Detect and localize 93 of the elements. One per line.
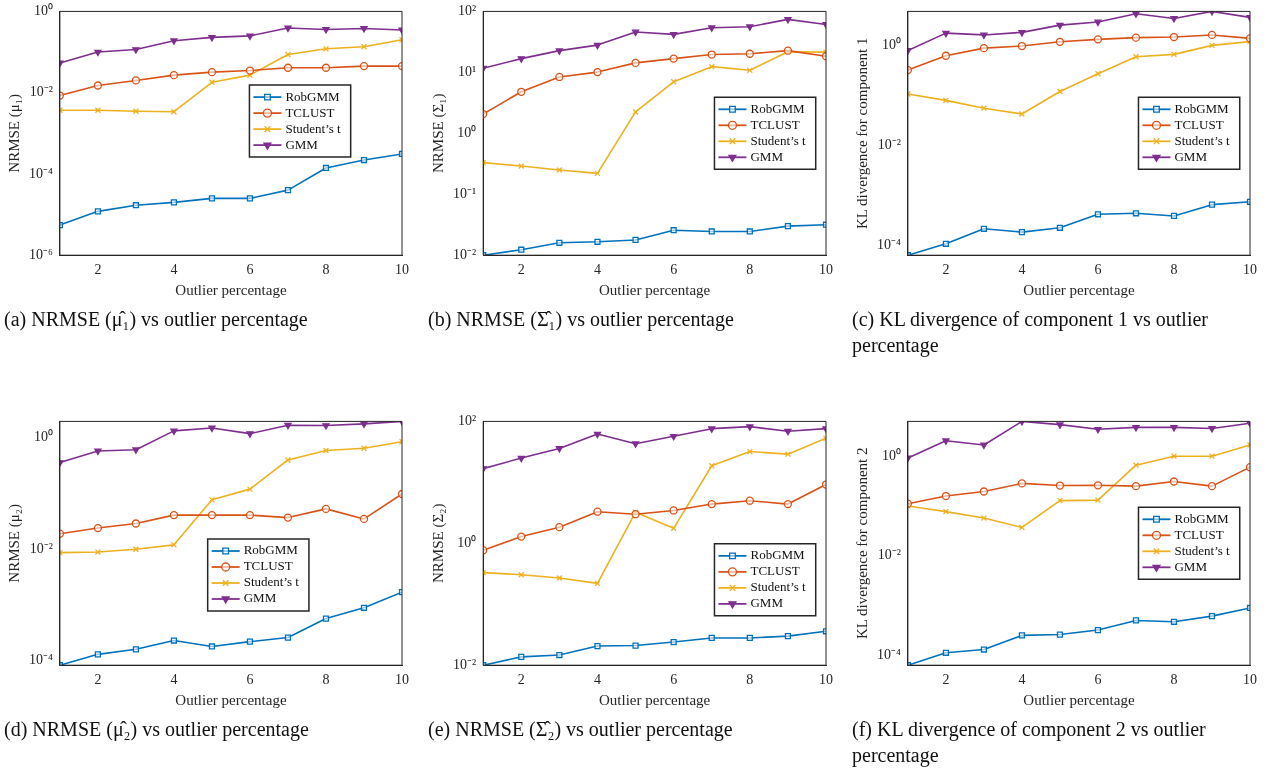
legend-label: TCLUST: [1174, 116, 1224, 132]
y-tick-label: 10⁰: [457, 124, 477, 140]
x-tick-label: 4: [170, 262, 178, 278]
y-tick-label: 10⁻⁴: [28, 165, 53, 181]
y-tick-label: 10⁰: [881, 37, 901, 53]
y-tick-label: 10⁰: [33, 429, 53, 445]
y-tick-label: 10⁰: [33, 3, 53, 19]
legend-label: TCLUST: [750, 563, 800, 579]
y-axis-title: NRMSE (Σ₂): [429, 503, 447, 583]
y-tick-label: 10⁻²: [452, 656, 477, 672]
y-axis-title: NRMSE (μ₁): [5, 93, 23, 173]
legend-label: RobGMM: [1174, 510, 1230, 526]
x-tick-label: 2: [942, 672, 950, 688]
x-tick-label: 6: [670, 672, 678, 688]
y-tick-label: 10⁻⁴: [28, 652, 53, 668]
x-tick-label: 10: [395, 672, 409, 688]
x-tick-label: 6: [670, 262, 678, 278]
legend-label: RobGMM: [1174, 100, 1230, 116]
y-tick-label: 10⁻²: [452, 246, 477, 262]
x-tick-label: 6: [246, 672, 254, 688]
legend-label: RobGMM: [750, 547, 806, 563]
x-tick-label: 2: [517, 672, 525, 688]
x-tick-label: 10: [819, 262, 833, 278]
x-axis-title: Outlier percentage: [1023, 691, 1135, 708]
x-tick-label: 8: [746, 262, 754, 278]
legend-label: GMM: [243, 590, 277, 606]
legend-label: GMM: [750, 148, 784, 164]
legend-label: Student’s t: [1174, 542, 1231, 558]
y-tick-label: 10²: [457, 413, 477, 429]
x-tick-label: 8: [1170, 672, 1178, 688]
x-tick-label: 6: [246, 262, 254, 278]
x-tick-label: 8: [322, 672, 330, 688]
x-axis-title: Outlier percentage: [599, 691, 711, 708]
x-tick-label: 4: [170, 672, 178, 688]
x-tick-label: 10: [395, 262, 409, 278]
legend-label: RobGMM: [285, 88, 341, 104]
x-tick-label: 10: [1243, 262, 1257, 278]
y-tick-label: 10⁰: [457, 534, 477, 550]
y-tick-label: 10⁻⁴: [876, 646, 901, 662]
x-axis-title: Outlier percentage: [175, 281, 287, 298]
legend-label: TCLUST: [285, 104, 335, 120]
legend-label: Student’s t: [750, 579, 807, 595]
y-tick-label: 10⁻⁶: [28, 246, 53, 262]
x-tick-label: 4: [593, 672, 601, 688]
x-tick-label: 8: [746, 672, 754, 688]
x-tick-label: 2: [517, 262, 525, 278]
legend-label: TCLUST: [1174, 526, 1224, 542]
y-axis-title: KL divergence for component 1: [853, 37, 870, 230]
x-tick-label: 10: [1243, 672, 1257, 688]
x-tick-label: 4: [593, 262, 601, 278]
x-axis-title: Outlier percentage: [1023, 281, 1135, 298]
x-tick-label: 10: [819, 672, 833, 688]
text: (c) KL divergence of component 1 vs outlier percentage: [851, 307, 1209, 358]
y-axis-title: NRMSE (Σ₁): [429, 93, 447, 173]
y-tick-label: 10⁻¹: [452, 185, 477, 201]
x-tick-label: 8: [1170, 262, 1178, 278]
y-tick-label: 10⁻²: [877, 136, 901, 152]
legend-label: TCLUST: [243, 558, 293, 574]
x-tick-label: 2: [942, 262, 950, 278]
x-axis-title: Outlier percentage: [599, 281, 711, 298]
legend-label: GMM: [285, 136, 319, 152]
legend-label: GMM: [1174, 558, 1208, 574]
y-tick-label: 10⁻²: [29, 540, 53, 556]
legend-label: Student’s t: [750, 132, 807, 148]
text: (e) NRMSE (Σ̂₂) vs outlier percentage: [427, 717, 734, 742]
legend-label: Student’s t: [1174, 132, 1231, 148]
text: (a) NRMSE (μ̂₁) vs outlier percentage: [3, 307, 309, 332]
y-tick-label: 10⁻⁴: [876, 236, 901, 252]
legend-label: GMM: [750, 595, 784, 611]
x-axis-title: Outlier percentage: [175, 691, 287, 708]
x-tick-label: 6: [1094, 672, 1102, 688]
text: (b) NRMSE (Σ̂₁) vs outlier percentage: [427, 307, 735, 332]
y-axis-title: KL divergence for component 2: [853, 447, 870, 640]
x-tick-label: 4: [1018, 262, 1026, 278]
x-tick-label: 6: [1094, 262, 1102, 278]
text: (d) NRMSE (μ̂₂) vs outlier percentage: [3, 717, 310, 742]
x-tick-label: 4: [1018, 672, 1026, 688]
legend-label: RobGMM: [750, 100, 806, 116]
y-tick-label: 10⁻²: [877, 547, 901, 563]
y-tick-label: 10⁻²: [29, 84, 53, 100]
legend-label: GMM: [1174, 148, 1208, 164]
legend-label: Student’s t: [243, 574, 300, 590]
legend-label: Student’s t: [285, 120, 342, 136]
text: (f) KL divergence of component 2 vs outlier percentage: [851, 717, 1207, 768]
x-tick-label: 2: [94, 262, 102, 278]
y-tick-label: 10¹: [457, 64, 477, 80]
x-tick-label: 2: [94, 672, 102, 688]
legend-label: RobGMM: [243, 542, 299, 558]
x-tick-label: 8: [322, 262, 330, 278]
y-tick-label: 10⁰: [881, 447, 901, 463]
y-tick-label: 10²: [457, 3, 477, 19]
legend-label: TCLUST: [750, 116, 800, 132]
y-axis-title: NRMSE (μ₂): [5, 503, 23, 583]
